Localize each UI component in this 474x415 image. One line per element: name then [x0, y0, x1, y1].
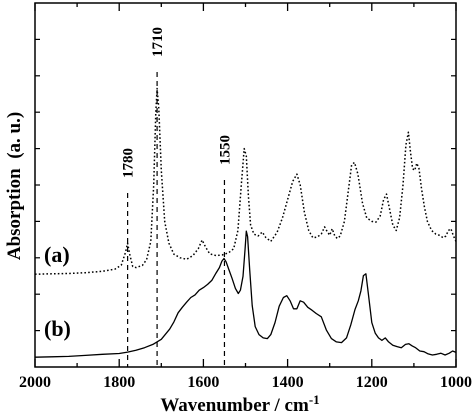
peak-markers: 1780 1710 1550	[121, 27, 233, 367]
spectrum-a-line	[34, 87, 457, 275]
peak-marker-label: 1710	[150, 27, 166, 57]
x-tick-label: 2000	[19, 374, 51, 391]
x-tick-label: 1600	[187, 374, 219, 391]
x-tick-label: 1400	[272, 374, 304, 391]
x-tick-label: 1200	[356, 374, 388, 391]
peak-marker-label: 1780	[121, 148, 137, 178]
x-tick-labels: 2000 1800 1600 1400 1200 1000	[19, 374, 472, 391]
spectrum-b-line	[34, 230, 457, 358]
trace-label-a: (a)	[44, 242, 70, 267]
x-axis-title-superscript: -1	[309, 392, 320, 407]
x-axis-title: Wavenumber / cm-1	[160, 392, 319, 415]
y-axis-title: Absorption (a. u.)	[4, 112, 25, 260]
x-axis-title-text: Wavenumber / cm	[160, 395, 309, 415]
x-tick-label: 1000	[440, 374, 472, 391]
trace-label-b: (b)	[44, 316, 71, 341]
peak-marker-label: 1550	[217, 135, 233, 165]
spectra	[34, 87, 457, 358]
plot-frame	[34, 2, 457, 368]
x-tick-label: 1800	[103, 374, 135, 391]
axis-ticks	[34, 3, 457, 367]
